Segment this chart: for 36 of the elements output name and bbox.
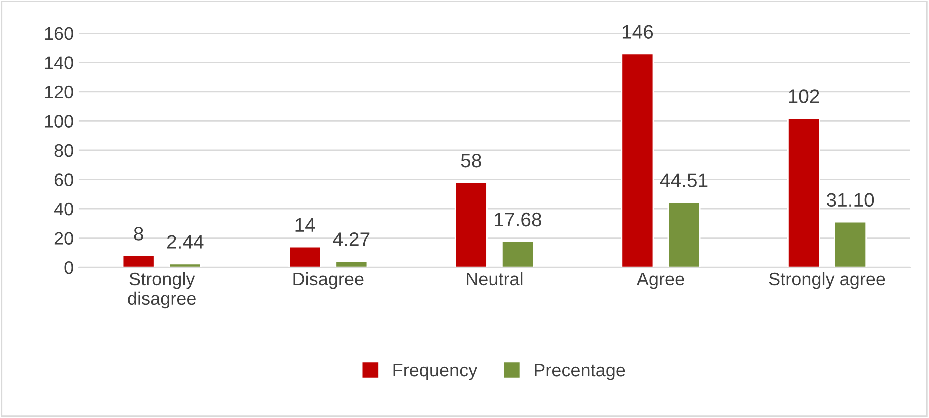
bar — [834, 221, 868, 268]
y-tick-label: 60 — [54, 174, 74, 186]
x-tick-label: Neutral — [467, 272, 523, 286]
bar — [501, 240, 534, 268]
data-label: 8 — [134, 227, 144, 241]
x-tick-label: Strongly disagree — [128, 272, 196, 309]
data-label: 4.27 — [333, 232, 370, 246]
data-label: 31.10 — [826, 193, 874, 208]
bar — [335, 260, 368, 268]
legend-label: Precentage — [535, 364, 626, 380]
y-tick-label: 80 — [54, 144, 74, 158]
data-label: 2.44 — [167, 235, 204, 249]
y-tick-label: 20 — [54, 232, 74, 245]
data-label: 58 — [461, 154, 482, 168]
bar — [621, 53, 654, 268]
bar — [668, 202, 701, 268]
y-tick-label: 100 — [45, 115, 74, 128]
y-tick-label: 140 — [45, 56, 74, 70]
x-tick-label: Strongly agree — [769, 272, 886, 290]
bar — [122, 255, 156, 268]
bar — [168, 263, 202, 268]
y-tick-label: 160 — [45, 27, 74, 40]
legend-label: Frequency — [394, 364, 478, 380]
x-tick-label: Agree — [636, 273, 684, 290]
data-label: 14 — [296, 218, 316, 232]
y-tick-label: 120 — [45, 86, 74, 99]
bar — [454, 182, 488, 268]
bar — [788, 118, 820, 268]
x-tick-label: Disagree — [294, 272, 364, 290]
data-label: 146 — [622, 25, 654, 39]
y-tick-label: 40 — [54, 202, 74, 216]
data-label: 17.68 — [495, 212, 542, 227]
y-tick-label: 0 — [64, 261, 74, 274]
bar — [288, 246, 322, 268]
data-label: 102 — [789, 90, 820, 104]
data-label: 44.51 — [660, 174, 708, 188]
